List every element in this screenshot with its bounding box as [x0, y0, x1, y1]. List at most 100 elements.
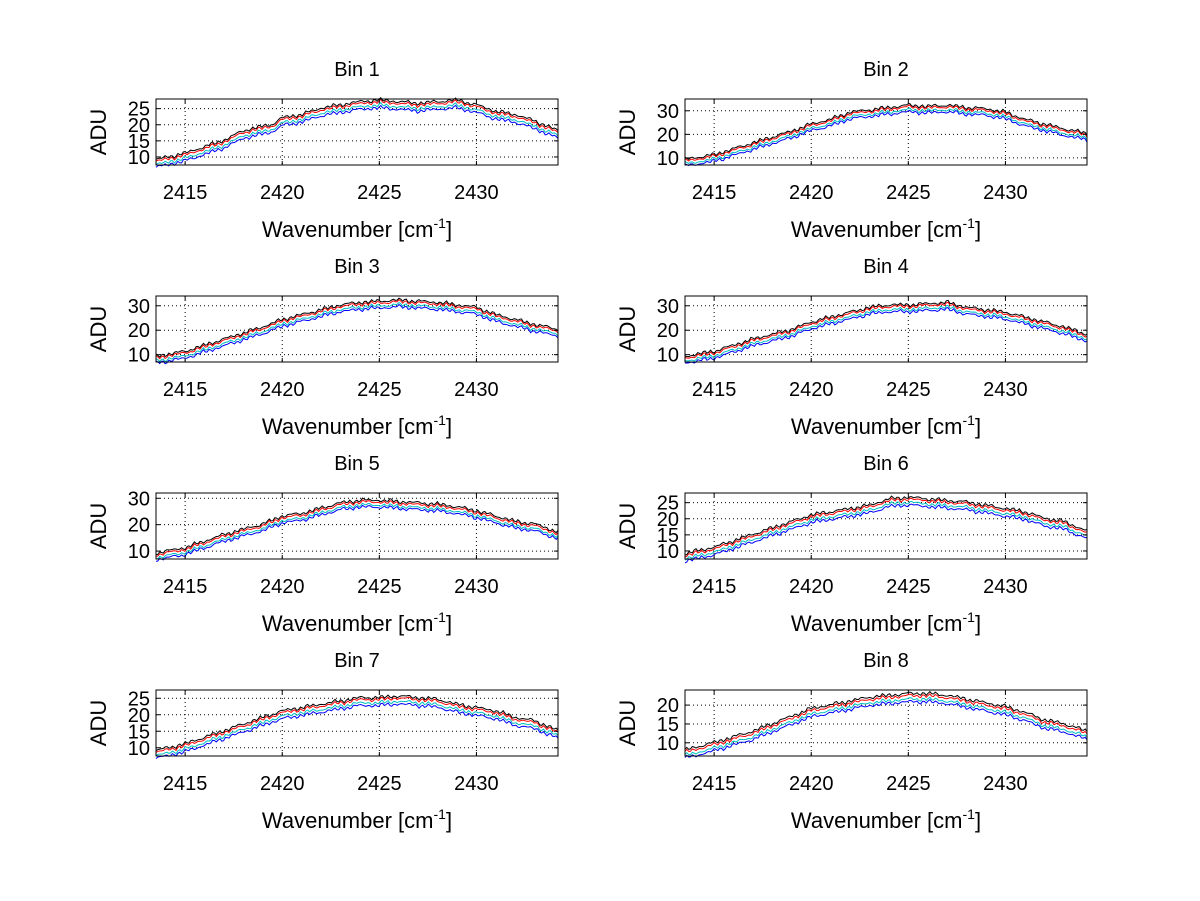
x-axis-label-exponent: -1 [963, 412, 976, 428]
x-tick-label: 2430 [983, 379, 1028, 401]
x-tick-label: 2425 [886, 576, 931, 598]
x-tick-label: 2415 [163, 576, 208, 598]
y-tick-label: 15 [657, 525, 679, 547]
y-tick-label: 10 [657, 345, 679, 367]
x-axis-label: Wavenumber [cm-1] [262, 806, 452, 833]
series-line-3 [684, 104, 1088, 162]
x-axis-label-close: ] [975, 414, 981, 439]
x-tick-label: 2415 [692, 379, 737, 401]
y-axis-label: ADU [86, 503, 111, 549]
series-line-2 [155, 301, 559, 363]
y-tick-label: 20 [128, 515, 150, 537]
y-tick-label: 10 [128, 147, 150, 169]
axes-box [684, 689, 1088, 757]
x-axis-label-exponent: -1 [434, 609, 447, 625]
y-axis-label: ADU [615, 503, 640, 549]
x-axis-label-close: ] [446, 808, 452, 833]
series-line-3 [684, 301, 1088, 359]
x-tick-label: 2420 [789, 379, 834, 401]
series-line-2 [155, 699, 559, 757]
series-line-4 [155, 297, 559, 358]
x-tick-label: 2415 [692, 576, 737, 598]
x-axis-label: Wavenumber [cm-1] [262, 609, 452, 636]
y-tick-label: 10 [128, 541, 150, 563]
x-tick-label: 2420 [260, 379, 305, 401]
x-tick-label: 2430 [454, 379, 499, 401]
subplot-title: Bin 6 [863, 453, 909, 475]
series-line-3 [155, 299, 559, 360]
y-tick-label: 15 [128, 131, 150, 153]
x-axis-label-close: ] [446, 414, 452, 439]
x-axis-label-main: Wavenumber [cm [791, 808, 963, 833]
x-tick-label: 2425 [886, 773, 931, 795]
x-tick-label: 2420 [260, 773, 305, 795]
axes-box [684, 492, 1088, 560]
axes-box [155, 689, 559, 757]
x-tick-label: 2425 [886, 379, 931, 401]
x-axis-label: Wavenumber [cm-1] [791, 609, 981, 636]
x-tick-label: 2430 [983, 182, 1028, 204]
series-line-1 [155, 104, 559, 168]
x-tick-label: 2430 [454, 576, 499, 598]
y-tick-label: 15 [657, 714, 679, 736]
x-tick-label: 2430 [454, 182, 499, 204]
series-line-4 [684, 103, 1088, 161]
x-axis-label-exponent: -1 [963, 215, 976, 231]
x-tick-label: 2415 [163, 182, 208, 204]
y-tick-label: 15 [128, 721, 150, 743]
series-line-4 [684, 495, 1088, 556]
series-line-1 [155, 702, 559, 759]
x-tick-label: 2425 [886, 182, 931, 204]
series-line-2 [684, 696, 1088, 756]
x-tick-label: 2425 [357, 379, 402, 401]
series-line-2 [155, 101, 559, 165]
axes-box [155, 295, 559, 363]
x-tick-label: 2415 [163, 379, 208, 401]
y-tick-label: 10 [657, 733, 679, 755]
series-line-1 [684, 698, 1088, 758]
x-axis-label: Wavenumber [cm-1] [262, 412, 452, 439]
x-axis-label-main: Wavenumber [cm [791, 217, 963, 242]
subplot-title: Bin 5 [334, 453, 380, 475]
y-tick-label: 30 [657, 296, 679, 318]
series-line-2 [684, 304, 1088, 362]
x-axis-label-exponent: -1 [434, 806, 447, 822]
series-line-1 [684, 307, 1088, 364]
series-line-3 [155, 499, 559, 557]
y-tick-label: 30 [128, 296, 150, 318]
y-tick-label: 10 [128, 345, 150, 367]
x-tick-label: 2425 [357, 773, 402, 795]
y-axis-label: ADU [615, 109, 640, 155]
series-line-4 [155, 96, 559, 160]
x-axis-label: Wavenumber [cm-1] [791, 412, 981, 439]
x-tick-label: 2430 [983, 576, 1028, 598]
series-line-1 [155, 303, 559, 365]
x-axis-label-main: Wavenumber [cm [262, 217, 434, 242]
y-tick-label: 20 [657, 124, 679, 146]
y-tick-label: 20 [128, 115, 150, 137]
x-tick-label: 2420 [789, 773, 834, 795]
x-axis-label-main: Wavenumber [cm [262, 808, 434, 833]
series-line-3 [155, 696, 559, 753]
x-axis-label-exponent: -1 [434, 412, 447, 428]
y-axis-label: ADU [86, 109, 111, 155]
axes-box [155, 492, 559, 560]
subplot-title: Bin 4 [863, 256, 909, 278]
axes-box [684, 295, 1088, 363]
y-tick-label: 20 [657, 320, 679, 342]
y-tick-label: 10 [657, 148, 679, 170]
series-line-3 [684, 497, 1088, 558]
series-line-4 [155, 497, 559, 555]
subplot-title: Bin 3 [334, 256, 380, 278]
x-tick-label: 2415 [692, 773, 737, 795]
plot-area [156, 493, 558, 559]
x-tick-label: 2430 [983, 773, 1028, 795]
x-tick-label: 2415 [692, 182, 737, 204]
plot-area [685, 99, 1087, 165]
